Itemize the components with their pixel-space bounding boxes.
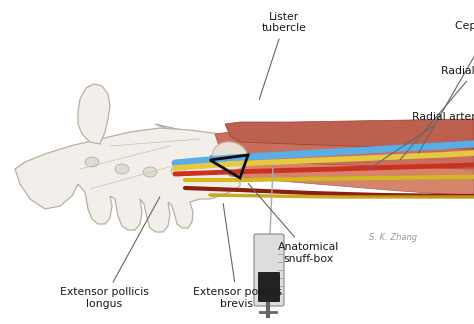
Ellipse shape: [171, 166, 185, 176]
Polygon shape: [210, 146, 474, 196]
Polygon shape: [78, 84, 110, 144]
Ellipse shape: [115, 164, 129, 174]
Polygon shape: [15, 128, 240, 232]
Text: Cephalic vein: Cephalic vein: [419, 21, 474, 153]
Text: Anatomical
snuff-box: Anatomical snuff-box: [248, 183, 339, 263]
Text: Lister
tubercle: Lister tubercle: [259, 12, 307, 99]
Text: Radial nerve: Radial nerve: [400, 66, 474, 160]
Text: Extensor pollicis
brevis: Extensor pollicis brevis: [192, 203, 282, 309]
FancyBboxPatch shape: [254, 234, 284, 306]
Polygon shape: [155, 124, 474, 196]
Text: S. K. Zhang: S. K. Zhang: [369, 233, 418, 242]
Ellipse shape: [143, 167, 157, 177]
Polygon shape: [225, 119, 474, 149]
Ellipse shape: [85, 157, 99, 167]
Text: Radial artery: Radial artery: [372, 112, 474, 167]
FancyBboxPatch shape: [258, 272, 280, 302]
Text: Extensor pollicis
longus: Extensor pollicis longus: [60, 197, 160, 309]
Polygon shape: [215, 129, 474, 169]
Ellipse shape: [213, 142, 247, 170]
